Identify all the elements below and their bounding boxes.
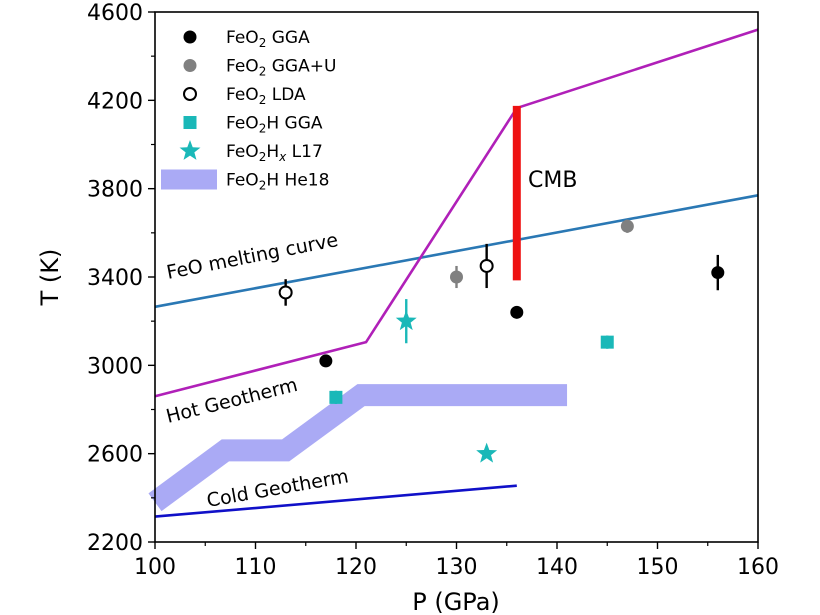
y-tick-label-3000: 3000 <box>87 354 143 379</box>
y-tick-label-3400: 3400 <box>87 266 143 291</box>
he18-band <box>148 384 568 512</box>
y-tick-label-4200: 4200 <box>87 89 143 114</box>
x-tick-label-140: 140 <box>536 555 578 580</box>
feo2hx_l17-point-0 <box>395 310 417 331</box>
feo-melting-curve-line <box>154 194 759 309</box>
hot-geotherm-line <box>154 28 759 398</box>
legend-label-feo2_ggau: FeO2 GGA+U <box>226 57 336 79</box>
legend-marker-feo2_lda <box>183 87 197 101</box>
legend-label-feo2_lda: FeO2 LDA <box>226 85 306 107</box>
feo2_gga-point-0 <box>319 354 333 368</box>
legend-marker-feo2_gga <box>183 30 197 44</box>
x-tick-label-160: 160 <box>737 555 779 580</box>
legend-marker-feo2hx_l17 <box>179 140 201 160</box>
y-tick-label-3800: 3800 <box>87 178 143 203</box>
legend-label-feo2hx_l17: FeO2Hx L17 <box>226 142 323 164</box>
feo2_gga-point-2 <box>711 266 725 280</box>
cold-geotherm-line <box>154 484 517 518</box>
legend-marker-feo2h_he18 <box>161 169 217 190</box>
y-axis-title: T (K) <box>36 249 64 307</box>
x-tick-label-110: 110 <box>235 555 277 580</box>
feo2_lda-point-0 <box>278 285 293 300</box>
feo2_gga-point-1 <box>510 305 524 319</box>
feo2_ggau-point-1 <box>620 219 634 233</box>
y-tick-label-2200: 2200 <box>87 531 143 556</box>
feo2_ggau-point-0 <box>450 270 463 284</box>
axes: 100 110 120 130 140 150 160 2200 2600 3000 3400 380… <box>87 1 779 580</box>
feo2hx_l17-point-1 <box>476 442 498 463</box>
feo2_lda-point-1 <box>479 258 494 273</box>
legend-marker-feo2h_gga <box>183 116 197 129</box>
x-axis-title: P (GPa) <box>412 588 500 615</box>
legend-label-feo2_gga: FeO2 GGA <box>226 28 310 50</box>
x-tick-label-130: 130 <box>436 555 478 580</box>
legend-label-feo2h_gga: FeO2H GGA <box>226 114 323 136</box>
y-tick-label-2600: 2600 <box>87 443 143 468</box>
cmb-label: CMB <box>528 168 577 193</box>
feo2h_gga-point-1 <box>600 335 614 349</box>
feo2h_gga-point-0 <box>329 390 343 404</box>
melting-curve-label: FeO melting curve <box>165 229 340 284</box>
y-tick-label-4600: 4600 <box>87 1 143 26</box>
plot-area <box>148 28 759 518</box>
legend-label-feo2h_he18: FeO2H He18 <box>226 171 329 193</box>
hot-geotherm-label: Hot Geotherm <box>164 374 300 428</box>
legend: FeO2 GGA FeO2 GGA+U FeO2 LDA FeO2H GGA FeO2H… <box>161 28 336 193</box>
x-tick-label-150: 150 <box>637 555 679 580</box>
x-tick-label-100: 100 <box>134 555 176 580</box>
x-tick-label-120: 120 <box>335 555 377 580</box>
legend-marker-feo2_ggau <box>183 59 197 72</box>
